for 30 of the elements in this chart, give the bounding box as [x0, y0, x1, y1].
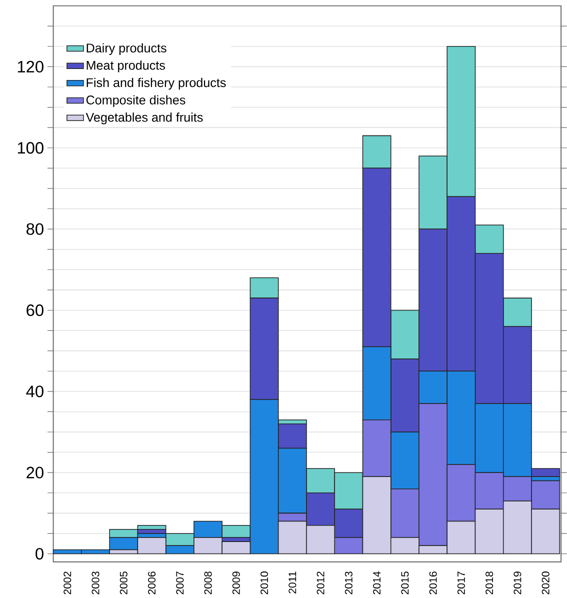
x-tick-label: 2018 [485, 572, 494, 594]
y-tick-label: 100 [18, 142, 44, 154]
x-tick-label: 2008 [204, 572, 212, 594]
x-tick-label: 2009 [232, 572, 240, 594]
x-tick-label: 2010 [260, 572, 268, 594]
y-tick-label: 60 [26, 304, 44, 316]
y-tick-label: 80 [26, 223, 44, 235]
legend-label: Composite dishes [86, 95, 186, 107]
y-tick-label: 0 [36, 548, 44, 560]
x-tick-label: 2013 [344, 572, 352, 594]
x-tick-label: 2015 [401, 572, 409, 594]
y-tick-label: 20 [26, 466, 44, 478]
x-tick-label: 2005 [120, 572, 128, 594]
x-tick-label: 2003 [92, 572, 100, 594]
x-tick-label: 2007 [176, 572, 184, 594]
x-tick-label: 2016 [429, 572, 437, 594]
x-tick-label: 2017 [457, 572, 465, 594]
x-tick-label: 2020 [542, 572, 550, 594]
x-tick-label: 2012 [316, 572, 324, 594]
legend-label: Meat products [86, 60, 165, 72]
x-tick-label: 2019 [514, 572, 522, 594]
legend-label: Dairy products [86, 43, 166, 55]
y-tick-label: 40 [26, 386, 44, 398]
legend-label: Vegetables and fruits [86, 112, 203, 124]
x-tick-label: 2006 [148, 572, 156, 594]
x-tick-label: 2011 [288, 572, 296, 594]
y-tick-label: 120 [18, 60, 44, 73]
x-tick-label: 2002 [64, 572, 72, 594]
x-tick-label: 2014 [372, 571, 380, 594]
legend-label: Fish and fishery products [86, 78, 226, 90]
